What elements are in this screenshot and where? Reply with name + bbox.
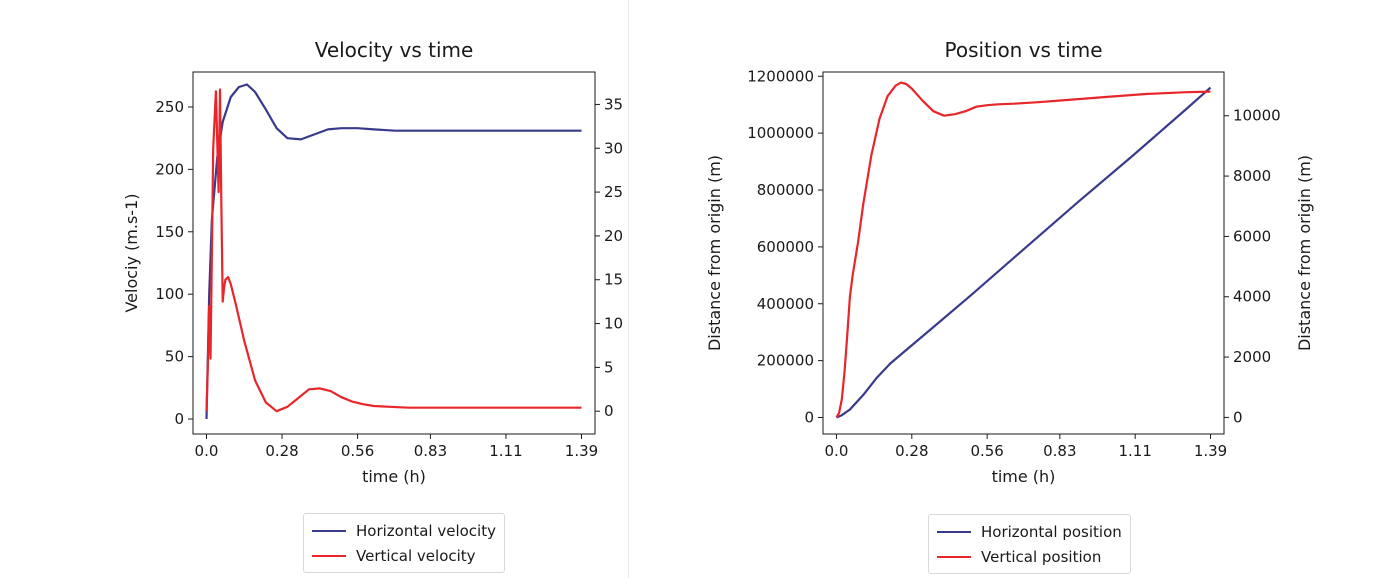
position-chart-panel: Position vs time 0.0 0.28 0.56 0.83 1.11 1.39 0… — [630, 0, 1400, 578]
y-tick-label: 800000 — [757, 181, 814, 199]
x-tick-label: 0.83 — [1043, 442, 1076, 460]
series-line-vertical-position — [835, 81, 1211, 418]
y2-tick-label: 25 — [604, 183, 623, 201]
x-tick-label: 0.0 — [825, 442, 849, 460]
y2-tick-label: 0 — [604, 402, 614, 420]
y2-tick-label: 10000 — [1233, 107, 1281, 125]
y-tick-label: 100 — [155, 285, 184, 303]
y-tick-label: 50 — [165, 348, 184, 366]
y2-tick-label: 20 — [604, 227, 623, 245]
y-tick-label: 200 — [155, 160, 184, 178]
legend-swatch-horizontal — [937, 530, 971, 533]
position-chart: Position vs time 0.0 0.28 0.56 0.83 1.11 1.39 0… — [705, 38, 1314, 486]
chart-title: Position vs time — [944, 38, 1102, 62]
legend-item-vertical-velocity: Vertical velocity — [312, 543, 496, 568]
y-tick-label: 1000000 — [747, 124, 814, 142]
y-tick-label: 200000 — [757, 352, 814, 370]
x-tick-label: 0.28 — [265, 442, 298, 460]
legend-swatch-horizontal — [312, 529, 346, 532]
y-axis-label: Velociy (m.s-1) — [122, 193, 141, 312]
panel-divider — [628, 0, 629, 578]
position-legend: Horizontal position Vertical position — [928, 514, 1131, 574]
plot-frame — [822, 71, 1225, 435]
y2-tick-label: 5 — [604, 358, 614, 376]
x-tick-label: 0.83 — [414, 442, 447, 460]
velocity-chart: Velocity vs time 0.0 0.28 0.56 0.83 1.11 1.39 0… — [122, 38, 628, 486]
y2-tick-label: 6000 — [1233, 227, 1271, 245]
x-tick-label: 1.11 — [489, 442, 522, 460]
x-tick-label: 1.39 — [1194, 442, 1227, 460]
y-tick-label: 1200000 — [747, 67, 814, 85]
legend-item-horizontal-velocity: Horizontal velocity — [312, 518, 496, 543]
legend-swatch-vertical — [312, 554, 346, 557]
x-tick-label: 0.56 — [970, 442, 1003, 460]
y2-axis-label: Distance from origin (m) — [1295, 155, 1314, 351]
y-axis-label: Distance from origin (m) — [705, 155, 724, 351]
y2-tick-label: 4000 — [1233, 288, 1271, 306]
y2-axis-label: Velociy (m.s-1) — [625, 193, 628, 312]
y-tick-label: 0 — [804, 409, 814, 427]
series-line-horizontal-velocity — [205, 83, 582, 420]
legend-item-horizontal-position: Horizontal position — [937, 519, 1122, 544]
y-tick-label: 600000 — [757, 238, 814, 256]
legend-swatch-vertical — [937, 555, 971, 558]
x-tick-label: 0.0 — [195, 442, 219, 460]
x-tick-label: 1.11 — [1118, 442, 1151, 460]
series-line-horizontal-position — [836, 86, 1212, 419]
y-tick-label: 150 — [155, 223, 184, 241]
y2-tick-label: 2000 — [1233, 348, 1271, 366]
y-tick-label: 400000 — [757, 295, 814, 313]
velocity-legend: Horizontal velocity Vertical velocity — [303, 513, 505, 573]
y2-tick-label: 0 — [1233, 408, 1243, 426]
y2-tick-label: 35 — [604, 95, 623, 113]
x-axis-label: time (h) — [992, 467, 1056, 486]
x-tick-label: 0.56 — [341, 442, 374, 460]
y2-tick-label: 8000 — [1233, 167, 1271, 185]
y2-tick-label: 30 — [604, 139, 623, 157]
plot-frame — [192, 71, 596, 435]
legend-label: Vertical velocity — [356, 546, 476, 565]
y2-tick-label: 10 — [604, 315, 623, 333]
chart-title: Velocity vs time — [315, 38, 474, 62]
y2-tick-label: 15 — [604, 271, 623, 289]
legend-label: Vertical position — [981, 547, 1102, 566]
legend-label: Horizontal velocity — [356, 521, 496, 540]
x-tick-label: 1.39 — [565, 442, 598, 460]
legend-item-vertical-position: Vertical position — [937, 544, 1122, 569]
legend-label: Horizontal position — [981, 522, 1122, 541]
series-line-vertical-velocity — [205, 88, 582, 413]
x-axis-label: time (h) — [362, 467, 426, 486]
y-tick-label: 250 — [155, 98, 184, 116]
x-tick-label: 0.28 — [895, 442, 928, 460]
y-tick-label: 0 — [174, 410, 184, 428]
velocity-chart-panel: Velocity vs time 0.0 0.28 0.56 0.83 1.11 1.39 0… — [0, 0, 628, 578]
